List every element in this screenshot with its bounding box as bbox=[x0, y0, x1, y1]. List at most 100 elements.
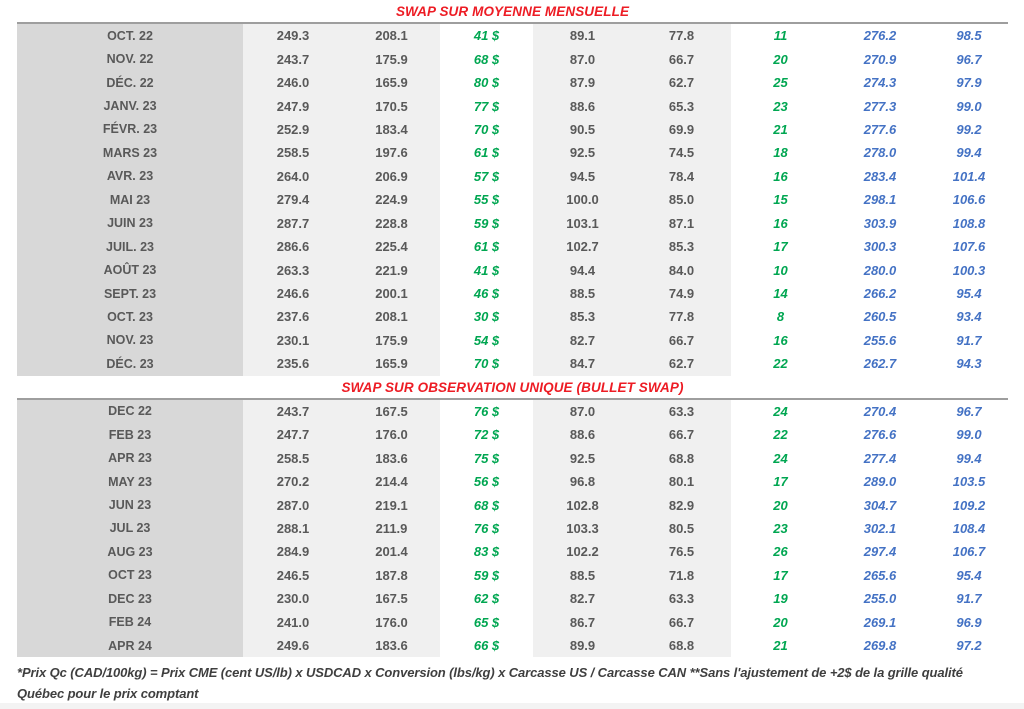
green-dollar-cell: 76 $ bbox=[473, 403, 500, 419]
blue-value-cell: 101.4 bbox=[952, 168, 986, 184]
green-dollar-cell: 68 $ bbox=[473, 51, 500, 67]
gray-value-cell: 82.7 bbox=[533, 328, 632, 353]
blue-value-cell: 289.0 bbox=[863, 474, 897, 490]
green-count-cell: 16 bbox=[773, 332, 788, 348]
green-count-cell: 16 bbox=[773, 168, 788, 184]
table-row: AUG 23 284.9 201.4 83 $ 102.2 76.5 26 297.4 106.… bbox=[17, 540, 1008, 564]
green-count-cell: 11 bbox=[773, 28, 788, 44]
month-cell: APR 24 bbox=[17, 633, 243, 658]
table-row: NOV. 23 230.1 175.9 54 $ 82.7 66.7 16 255.6 91.7 bbox=[17, 328, 1008, 353]
gray-value-cell: 74.9 bbox=[632, 281, 731, 306]
green-dollar-cell: 54 $ bbox=[473, 332, 500, 348]
gray-value-cell: 183.4 bbox=[343, 117, 440, 142]
blue-value-cell: 265.6 bbox=[863, 567, 897, 583]
month-cell: AVR. 23 bbox=[17, 164, 243, 189]
gray-value-cell: 92.5 bbox=[533, 446, 632, 470]
green-dollar-cell: 66 $ bbox=[473, 638, 500, 654]
gray-value-cell: 94.4 bbox=[533, 258, 632, 282]
gray-value-cell: 78.4 bbox=[632, 164, 731, 189]
blue-value-cell: 93.4 bbox=[956, 309, 982, 325]
month-cell: DEC 23 bbox=[17, 587, 243, 611]
green-count-cell: 21 bbox=[773, 638, 788, 654]
gray-value-cell: 170.5 bbox=[343, 94, 440, 118]
green-dollar-cell: 55 $ bbox=[473, 192, 500, 208]
blue-value-cell: 95.4 bbox=[956, 567, 982, 583]
gray-value-cell: 247.7 bbox=[243, 423, 343, 447]
blue-value-cell: 99.0 bbox=[956, 427, 982, 443]
gray-value-cell: 175.9 bbox=[343, 328, 440, 353]
gray-value-cell: 68.8 bbox=[632, 446, 731, 470]
blue-value-cell: 100.3 bbox=[952, 262, 986, 278]
green-count-cell: 19 bbox=[773, 591, 788, 607]
gray-value-cell: 87.0 bbox=[533, 47, 632, 71]
gray-value-cell: 208.1 bbox=[343, 24, 440, 48]
blue-value-cell: 106.6 bbox=[952, 192, 986, 208]
gray-value-cell: 74.5 bbox=[632, 141, 731, 165]
month-cell: OCT. 22 bbox=[17, 24, 243, 48]
gray-value-cell: 66.7 bbox=[632, 610, 731, 634]
gray-value-cell: 87.1 bbox=[632, 211, 731, 235]
gray-value-cell: 87.0 bbox=[533, 399, 632, 423]
blue-value-cell: 283.4 bbox=[863, 168, 897, 184]
blue-value-cell: 302.1 bbox=[863, 520, 897, 536]
green-dollar-cell: 61 $ bbox=[473, 239, 500, 255]
gray-value-cell: 279.4 bbox=[243, 188, 343, 212]
blue-value-cell: 277.6 bbox=[863, 121, 897, 137]
blue-value-cell: 269.8 bbox=[863, 638, 897, 654]
gray-value-cell: 247.9 bbox=[243, 94, 343, 118]
month-cell: FEB 24 bbox=[17, 610, 243, 634]
gray-value-cell: 66.7 bbox=[632, 47, 731, 71]
green-dollar-cell: 76 $ bbox=[473, 520, 500, 536]
gray-value-cell: 214.4 bbox=[343, 469, 440, 494]
gray-value-cell: 96.8 bbox=[533, 469, 632, 494]
table-bullet-swap: DEC 22 243.7 167.5 76 $87.0 63.3 24 270.4 96.7 F… bbox=[17, 397, 1008, 658]
blue-value-cell: 109.2 bbox=[952, 497, 986, 513]
gray-value-cell: 63.3 bbox=[632, 399, 731, 423]
table-row: JUIL. 23 286.6 225.4 61 $ 102.7 85.3 17 300.3 10… bbox=[17, 234, 1008, 259]
blue-value-cell: 255.0 bbox=[863, 591, 897, 607]
bottom-edge-divider bbox=[0, 703, 1024, 709]
gray-value-cell: 167.5 bbox=[343, 587, 440, 611]
table-row: OCT. 22 249.3 208.1 41 $ 89.1 77.8 11 276.2 98.5 bbox=[17, 24, 1008, 48]
green-count-cell: 23 bbox=[773, 98, 788, 114]
green-dollar-cell: 57 $ bbox=[473, 168, 500, 184]
blue-value-cell: 270.4 bbox=[863, 403, 897, 419]
green-dollar-cell: 70 $ bbox=[473, 356, 500, 372]
month-cell: JUN 23 bbox=[17, 493, 243, 517]
table-row: AVR. 23 264.0 206.9 57 $ 94.5 78.4 16 283.4 101.… bbox=[17, 164, 1008, 189]
gray-value-cell: 237.6 bbox=[243, 305, 343, 329]
blue-value-cell: 270.9 bbox=[863, 51, 897, 67]
gray-value-cell: 82.9 bbox=[632, 493, 731, 517]
footnote: *Prix Qc (CAD/100kg) = Prix CME (cent US… bbox=[17, 665, 963, 702]
gray-value-cell: 88.5 bbox=[533, 281, 632, 306]
month-cell: DÉC. 22 bbox=[17, 70, 243, 95]
green-count-cell: 25 bbox=[773, 75, 788, 91]
gray-value-cell: 89.9 bbox=[533, 633, 632, 658]
gray-value-cell: 263.3 bbox=[243, 258, 343, 282]
section-title-swap-mensuelle: SWAP SUR MOYENNE MENSUELLE bbox=[395, 4, 630, 19]
gray-value-cell: 92.5 bbox=[533, 141, 632, 165]
gray-value-cell: 201.4 bbox=[343, 540, 440, 564]
gray-value-cell: 88.5 bbox=[533, 563, 632, 588]
month-cell: NOV. 22 bbox=[17, 47, 243, 71]
green-dollar-cell: 72 $ bbox=[473, 427, 500, 443]
month-cell: MARS 23 bbox=[17, 141, 243, 165]
blue-value-cell: 96.7 bbox=[956, 403, 982, 419]
gray-value-cell: 167.5 bbox=[343, 399, 440, 423]
gray-value-cell: 66.7 bbox=[632, 423, 731, 447]
gray-value-cell: 66.7 bbox=[632, 328, 731, 353]
green-count-cell: 20 bbox=[773, 51, 788, 67]
green-count-cell: 24 bbox=[773, 450, 788, 466]
gray-value-cell: 211.9 bbox=[343, 516, 440, 541]
green-dollar-cell: 75 $ bbox=[473, 450, 500, 466]
table-row: JUN 23 287.0 219.1 68 $ 102.8 82.9 20 304.7 109.… bbox=[17, 493, 1008, 517]
blue-value-cell: 99.4 bbox=[956, 145, 982, 161]
green-count-cell: 16 bbox=[773, 215, 788, 231]
green-dollar-cell: 41 $ bbox=[473, 262, 500, 278]
blue-value-cell: 98.5 bbox=[956, 28, 982, 44]
blue-value-cell: 106.7 bbox=[952, 544, 986, 560]
blue-value-cell: 96.9 bbox=[956, 614, 982, 630]
green-count-cell: 20 bbox=[773, 497, 788, 513]
table-row: MAI 23 279.4 224.9 55 $ 100.0 85.0 15 298.1 106.… bbox=[17, 188, 1008, 212]
gray-value-cell: 264.0 bbox=[243, 164, 343, 189]
